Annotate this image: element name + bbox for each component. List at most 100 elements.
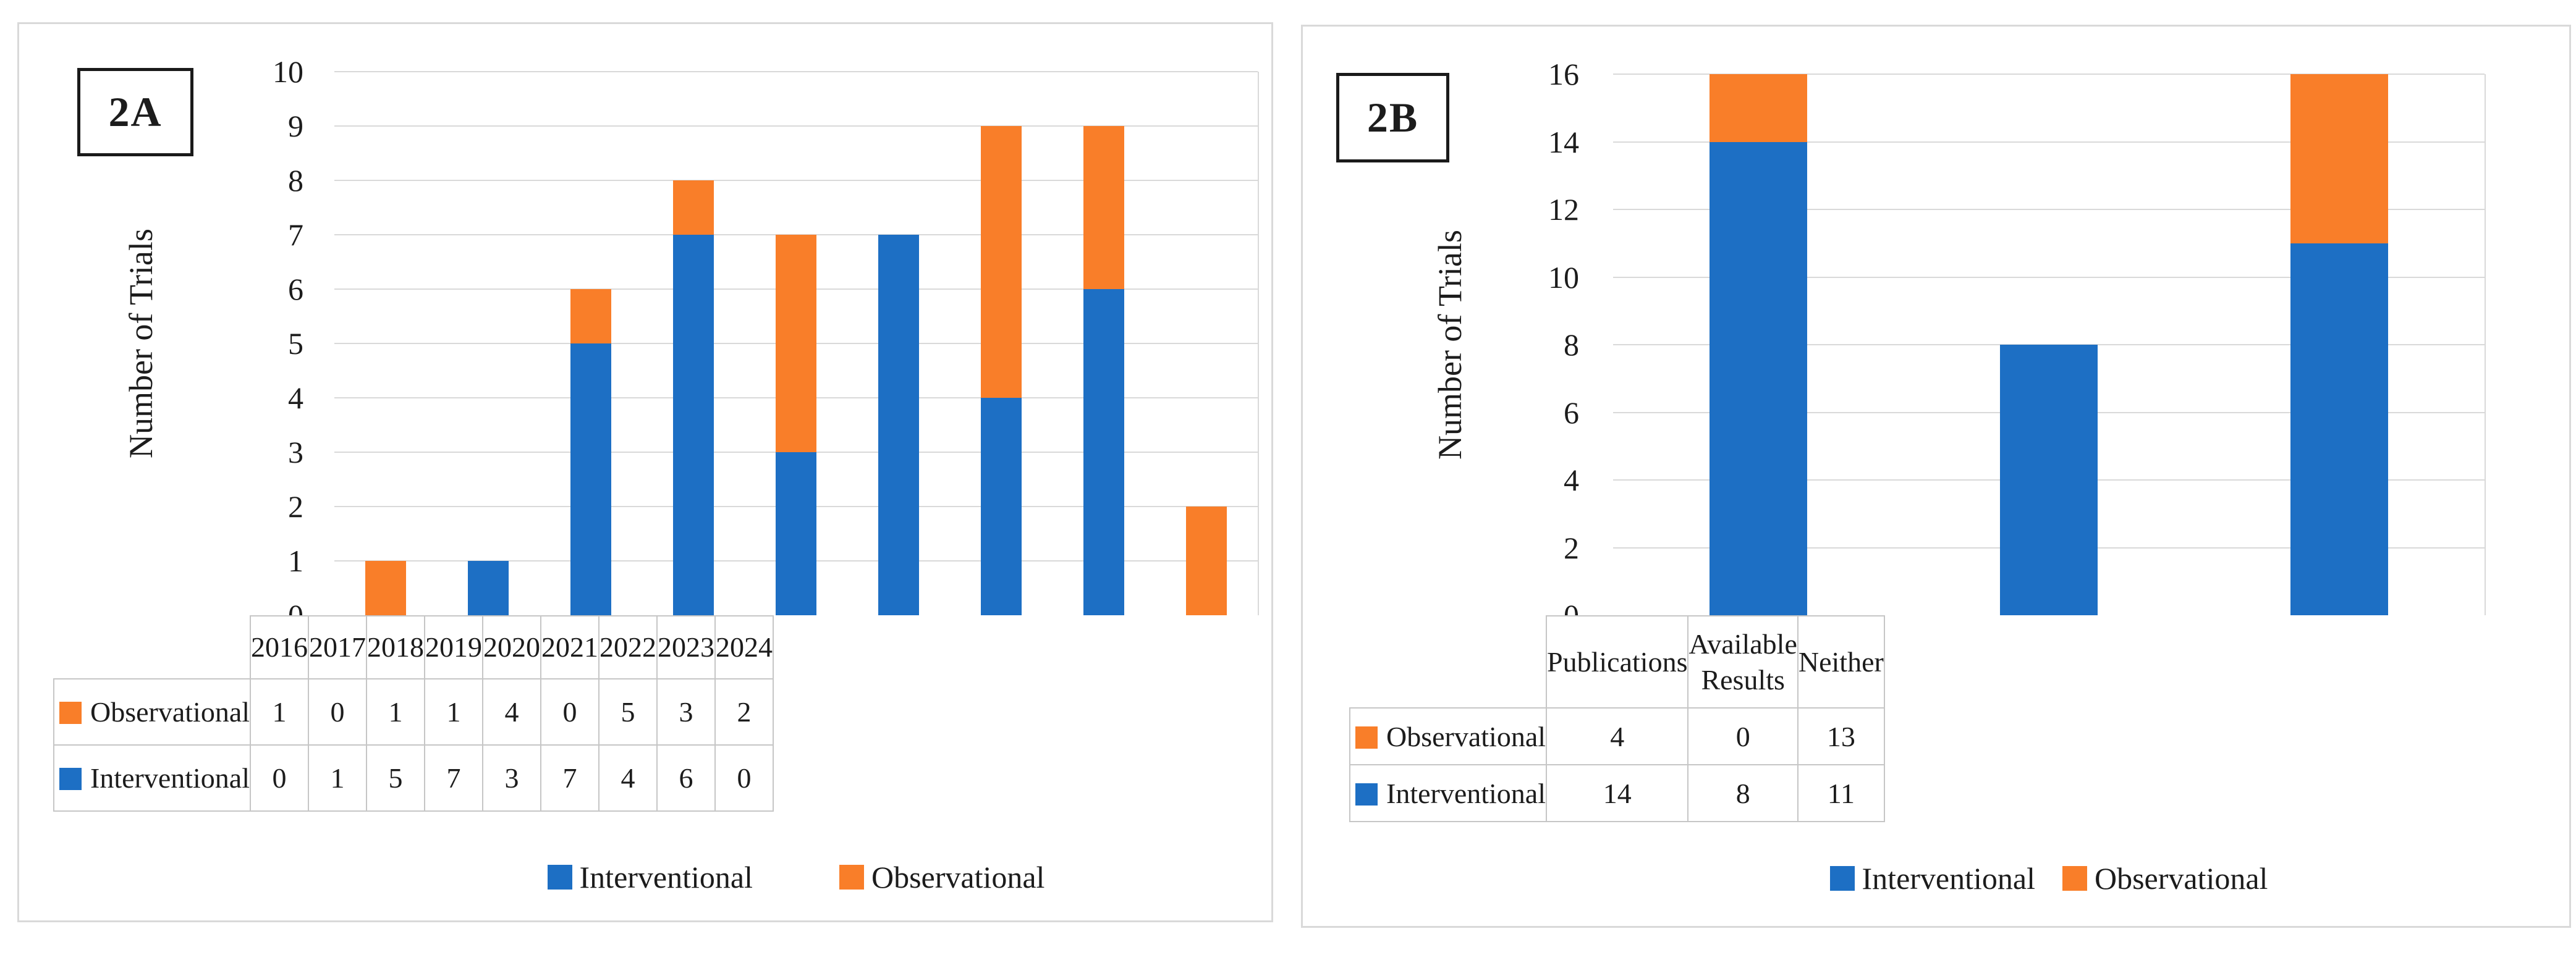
series-name: Observational (90, 696, 250, 728)
table-value-cell: 1 (250, 678, 310, 746)
gridline (1613, 276, 2485, 278)
gridline (334, 125, 1258, 127)
category-label: 2017 (309, 631, 366, 663)
table-value-cell: 6 (656, 744, 716, 812)
bar-segment-interventional (776, 452, 816, 615)
table-header-cell: 2019 (424, 615, 484, 679)
table-value-cell: 0 (308, 678, 368, 746)
panel-label-box: 2B (1336, 73, 1449, 162)
legend-label: Observational (871, 860, 1045, 894)
bar-segment-observational (673, 180, 714, 235)
panel-2b: 2B Number of Trials 0 2 4 6 8 10 12 14 16 Public… (1301, 25, 2571, 928)
legend-swatch-observational (2062, 866, 2087, 891)
legend-swatch-observational (839, 865, 864, 890)
series-swatch-interventional (59, 768, 82, 790)
table-value-cell: 0 (714, 744, 774, 812)
bar-segment-observational (1186, 507, 1227, 615)
legend-label: Observational (2094, 861, 2268, 896)
y-tick-label: 1 (288, 544, 303, 578)
table-value-cell: 5 (366, 744, 426, 812)
table-corner-cell (1350, 616, 1546, 708)
y-tick-label: 8 (288, 163, 303, 198)
table-corner-cell (54, 616, 250, 679)
gridline (334, 71, 1258, 72)
bar-segment-interventional (2000, 345, 2098, 615)
y-tick-label: 12 (1548, 192, 1579, 227)
y-tick-label: 4 (288, 381, 303, 415)
table-row-label: Interventional (1349, 764, 1548, 822)
table-value-cell: 1 (366, 678, 426, 746)
table-header-cell: 2022 (598, 615, 658, 679)
y-tick-label: 7 (288, 217, 303, 252)
table-header-cell: 2023 (656, 615, 716, 679)
legend: Interventional Observational (334, 859, 1258, 895)
bar-segment-interventional (981, 398, 1022, 615)
category-label: Neither (1798, 646, 1884, 678)
table-row: Observational 1 0 1 1 4 0 5 3 2 (53, 678, 774, 746)
table-value-cell: 3 (482, 744, 542, 812)
table-value-cell: 13 (1797, 707, 1885, 765)
table-value-cell: 14 (1546, 764, 1689, 822)
table-row: Observational 4 0 13 (1349, 707, 1885, 765)
table-header-row: 2016 2017 2018 2019 2020 2021 2022 2023 2024 (54, 615, 774, 679)
panel-2a: 2A Number of Trials 0 1 2 3 4 5 6 7 8 9 10 2016 201… (17, 22, 1273, 922)
category-label: 2022 (600, 631, 657, 663)
table-value-cell: 7 (540, 744, 600, 812)
data-table: Publications Available Results Neither Obse… (1349, 615, 1885, 822)
gridline (1613, 74, 2485, 75)
table-value-cell: 4 (1546, 707, 1689, 765)
bar-segment-interventional (468, 561, 509, 615)
series-swatch-observational (1355, 726, 1378, 749)
bar-segment-observational (1710, 74, 1807, 142)
table-value-cell: 0 (1687, 707, 1799, 765)
bar-segment-observational (2290, 74, 2388, 243)
series-name: Observational (1386, 720, 1546, 752)
category-label: 2020 (483, 631, 541, 663)
bar-segment-interventional (1083, 289, 1124, 615)
bar-segment-observational (570, 289, 611, 343)
table-value-cell: 3 (656, 678, 716, 746)
y-tick-label: 5 (288, 326, 303, 361)
legend: Interventional Observational (1613, 860, 2485, 896)
data-table: 2016 2017 2018 2019 2020 2021 2022 2023 2024 Obse… (53, 615, 774, 812)
y-axis-title: Number of Trials (122, 229, 159, 459)
legend-item: Interventional (1829, 860, 2035, 896)
table-value-cell: 4 (598, 744, 658, 812)
gridline (1613, 141, 2485, 143)
table-header-cell: 2017 (308, 615, 368, 679)
bar-segment-interventional (878, 235, 919, 615)
table-value-cell: 0 (250, 744, 310, 812)
table-value-cell: 2 (714, 678, 774, 746)
table-row: Interventional 14 8 11 (1349, 764, 1885, 822)
bar-segment-observational (1083, 126, 1124, 289)
legend-swatch-interventional (1829, 866, 1855, 891)
plot-area (334, 71, 1259, 615)
bar-segment-interventional (1710, 141, 1807, 615)
y-tick-label: 8 (1564, 327, 1579, 362)
series-name: Interventional (90, 762, 250, 794)
legend-item: Observational (839, 859, 1044, 895)
table-header-cell: 2016 (250, 615, 310, 679)
series-name: Interventional (1386, 777, 1546, 809)
table-row: Interventional 0 1 5 7 3 7 4 6 0 (53, 744, 774, 812)
y-tick-label: 14 (1548, 124, 1579, 159)
category-label: 2021 (541, 631, 599, 663)
y-tick-label: 3 (288, 435, 303, 469)
legend-label: Interventional (579, 860, 753, 894)
table-header-cell: Neither (1797, 615, 1885, 709)
category-label: 2024 (716, 631, 773, 663)
table-value-cell: 5 (598, 678, 658, 746)
gridline (334, 180, 1258, 181)
table-value-cell: 1 (308, 744, 368, 812)
table-value-cell: 0 (540, 678, 600, 746)
series-swatch-interventional (1355, 783, 1378, 806)
series-swatch-observational (59, 702, 82, 724)
category-label: Available Results (1688, 628, 1797, 696)
y-tick-label: 2 (1564, 530, 1579, 565)
legend-item: Interventional (547, 859, 753, 895)
category-label: 2023 (658, 631, 715, 663)
table-header-cell: Available Results (1687, 615, 1799, 709)
panel-label: 2A (108, 88, 163, 135)
table-value-cell: 1 (424, 678, 484, 746)
